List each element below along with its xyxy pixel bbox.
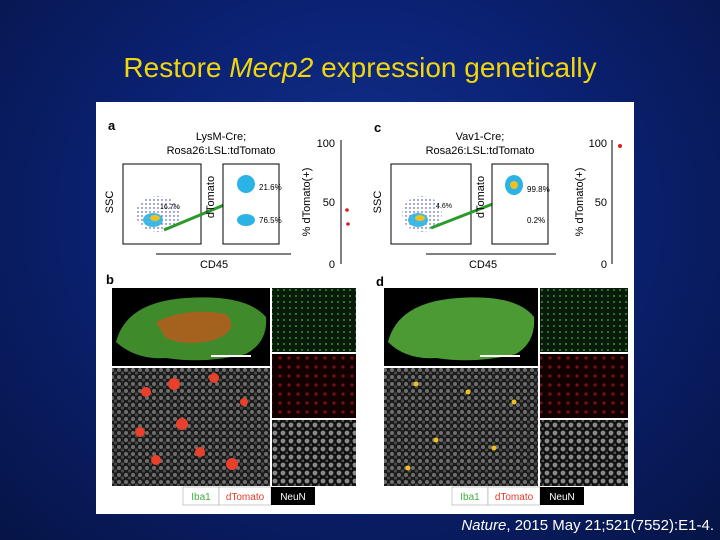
panel-d-letter: d [376,274,384,289]
panel-c-inner-ylabel: dTomato [475,176,487,218]
panel-a-ssc-label: SSC [104,191,116,214]
panel-b-cell [209,373,219,383]
panel-c-genotype-line1: Vav1-Cre; [456,131,505,143]
legend-b-dtomato: dTomato [226,492,265,503]
panel-d-dtomato-channel [540,354,628,418]
panel-c-tick-0: 0 [601,259,607,271]
legend-d-neun: NeuN [549,492,575,503]
panel-d-cell [413,381,419,387]
panel-c-letter: c [374,120,381,135]
panel-d-cell [491,445,497,451]
panel-c-upper-hot [510,181,518,189]
panel-a-tick-100: 100 [317,138,335,150]
panel-a-left-gate-pct: 16.7% [160,204,180,211]
panel-a-lower-pct: 76.5% [259,216,282,225]
panel-c-ssc-label: SSC [372,191,384,214]
panel-c-dot [618,144,622,148]
figure-svg: a LysM-Cre; Rosa26:LSL:tdTomato SSC 16.7… [104,118,628,506]
panel-b-scale-bar [211,355,251,357]
panel-c-left-gate-pct: 4.6% [436,203,452,210]
slide-title: Restore Mecp2 expression genetically [0,52,720,84]
panel-a-lower-population [237,214,255,226]
panel-c-tick-100: 100 [589,138,607,150]
panel-a-xlabel: CD45 [200,259,228,271]
panel-b-cell [176,418,188,430]
panel-d-cell [465,389,471,395]
panel-b-cell [141,387,151,397]
legend-b-iba1: Iba1 [191,492,211,503]
panel-d-iba1-channel [540,288,628,352]
citation-journal: Nature [461,517,507,534]
panel-c-lower-pct: 0.2% [527,216,545,225]
panel-a-dot [346,222,350,226]
title-suffix: expression genetically [313,52,597,83]
panel-b-letter: b [106,272,114,287]
panel-c-scatter-hot [415,215,425,221]
panel-b-cell [135,427,145,437]
panel-d-cell [405,465,411,471]
panel-a-dot [345,208,349,212]
panel-b-iba1-channel [272,288,356,352]
panel-b-dtomato-channel [272,354,356,418]
figure-image: a LysM-Cre; Rosa26:LSL:tdTomato SSC 16.7… [96,102,634,514]
panel-a-tick-0: 0 [329,259,335,271]
panel-d-scale-bar [480,355,520,357]
panel-a-upper-population [237,175,255,193]
title-gene: Mecp2 [229,52,314,83]
citation: Nature, 2015 May 21;521(7552):E1-4. [461,517,714,534]
panel-b-cell [168,378,180,390]
panel-b-brain-red [156,311,232,344]
panel-b-cell [195,447,205,457]
panel-d-cell [433,437,439,443]
panel-a-genotype-line1: LysM-Cre; [196,131,246,143]
panel-a-letter: a [108,118,116,133]
panel-a-genotype-line2: Rosa26:LSL:tdTomato [167,145,276,157]
legend-b-neun-box [271,487,315,505]
panel-c-genotype-line2: Rosa26:LSL:tdTomato [426,145,535,157]
citation-details: , 2015 May 21;521(7552):E1-4. [506,517,714,534]
panel-a-inner-ylabel: dTomato [205,176,217,218]
legend-d-dtomato: dTomato [495,492,534,503]
panel-b-merge [112,368,270,486]
legend-d-neun-box [540,487,584,505]
panel-c-upper-pct: 99.8% [527,185,550,194]
panel-d-neun-channel [540,420,628,486]
legend-b-neun: NeuN [280,492,306,503]
legend-d-iba1: Iba1 [460,492,480,503]
panel-c-gate-plot [491,163,549,245]
panel-d-brain-section [388,297,535,361]
panel-b-neun-channel [272,420,356,486]
panel-d-cell [511,399,517,405]
panel-c-tick-50: 50 [595,197,607,209]
panel-b-cell [240,398,248,406]
panel-b-cell [226,458,238,470]
panel-a-bar-axis-label: % dTomato(+) [301,168,313,237]
panel-b-cell [151,455,161,465]
panel-a-tick-50: 50 [323,197,335,209]
panel-c-bar-axis-label: % dTomato(+) [574,168,586,237]
title-prefix: Restore [123,52,230,83]
panel-a-gate-plot [222,163,280,245]
panel-a-upper-pct: 21.6% [259,183,282,192]
panel-c-xlabel: CD45 [469,259,497,271]
panel-a-scatter-hot [150,215,160,221]
